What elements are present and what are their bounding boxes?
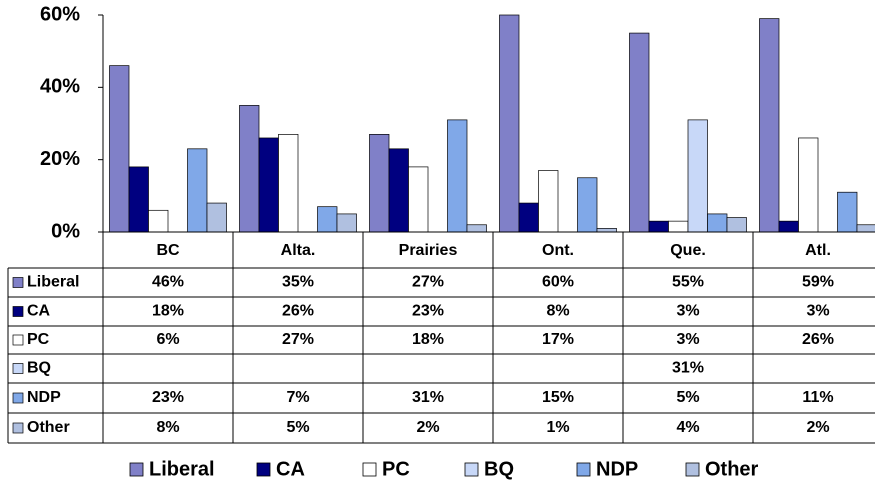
- legend-key: [464, 462, 479, 477]
- bar: [687, 119, 708, 233]
- bar: [109, 65, 130, 233]
- legend-key: [12, 392, 24, 404]
- x-tick-label: Ont.: [542, 242, 574, 259]
- table-cell: 27%: [412, 274, 444, 291]
- legend-label: BQ: [484, 458, 514, 480]
- legend-key: [256, 462, 271, 477]
- table-cell: 6%: [156, 331, 179, 348]
- table-cell: 3%: [676, 303, 699, 320]
- table-cell: 23%: [412, 303, 444, 320]
- bar: [856, 224, 875, 233]
- table-cell: 17%: [542, 331, 574, 348]
- table-cell: 31%: [412, 389, 444, 406]
- table-cell: 3%: [676, 331, 699, 348]
- legend-key: [12, 363, 24, 374]
- bar: [798, 137, 819, 233]
- bar: [759, 18, 780, 233]
- bar: [336, 213, 357, 233]
- table-cell: 26%: [802, 331, 834, 348]
- row-label: Liberal: [27, 274, 79, 291]
- table-cell: 26%: [282, 303, 314, 320]
- bar: [206, 202, 227, 233]
- table-cell: 55%: [672, 274, 704, 291]
- legend-key: [12, 334, 24, 346]
- bar: [447, 119, 468, 233]
- bar: [668, 220, 689, 233]
- bar: [707, 213, 728, 233]
- table-cell: 3%: [806, 303, 829, 320]
- row-label: NDP: [27, 389, 61, 406]
- row-label: CA: [27, 303, 51, 320]
- legend-key: [129, 462, 144, 477]
- bar: [369, 134, 390, 233]
- x-tick-label: Alta.: [281, 242, 316, 259]
- bar: [726, 217, 747, 233]
- bar: [837, 191, 858, 233]
- table-cell: 2%: [806, 419, 829, 436]
- bar: [128, 166, 149, 233]
- table-cell: 5%: [676, 389, 699, 406]
- table-cell: 8%: [156, 419, 179, 436]
- y-tick-label: 60%: [40, 3, 80, 25]
- x-tick-label: Que.: [670, 242, 706, 259]
- legend-label: CA: [276, 458, 305, 480]
- legend-key: [12, 422, 24, 434]
- bar: [148, 209, 169, 233]
- legend-label: Other: [705, 458, 759, 480]
- table-cell: 60%: [542, 274, 574, 291]
- bar: [317, 206, 338, 233]
- legend-key: [362, 462, 377, 477]
- bar: [778, 220, 799, 233]
- legend-label: PC: [382, 458, 410, 480]
- table-cell: 18%: [412, 331, 444, 348]
- table-cell: 2%: [416, 419, 439, 436]
- table-cell: 15%: [542, 389, 574, 406]
- y-tick-label: 40%: [40, 76, 80, 98]
- bar: [187, 148, 208, 233]
- x-tick-label: BC: [156, 242, 180, 259]
- table-cell: 18%: [152, 303, 184, 320]
- legend-label: NDP: [596, 458, 638, 480]
- row-label: PC: [27, 331, 50, 348]
- table-cell: 4%: [676, 419, 699, 436]
- bar: [499, 14, 520, 233]
- legend-label: Liberal: [149, 458, 215, 480]
- bar: [629, 32, 650, 233]
- bar: [648, 220, 669, 233]
- legend-key: [12, 306, 24, 317]
- row-label: BQ: [27, 360, 51, 377]
- table-cell: 31%: [672, 360, 704, 377]
- table-cell: 7%: [286, 389, 309, 406]
- legend-key: [12, 277, 24, 288]
- y-tick-label: 0%: [51, 220, 80, 242]
- table-cell: 35%: [282, 274, 314, 291]
- table-cell: 5%: [286, 419, 309, 436]
- x-tick-label: Prairies: [399, 242, 458, 259]
- bar: [258, 137, 279, 233]
- y-tick-label: 20%: [40, 148, 80, 170]
- table-cell: 11%: [802, 389, 833, 406]
- bar: [577, 177, 598, 233]
- bar: [538, 170, 559, 233]
- row-label: Other: [27, 419, 70, 436]
- table-cell: 46%: [152, 274, 184, 291]
- bar: [408, 166, 429, 233]
- bar: [518, 202, 539, 233]
- bar: [278, 134, 299, 233]
- x-tick-label: Atl.: [805, 242, 831, 259]
- table-cell: 27%: [282, 331, 314, 348]
- legend-key: [576, 462, 591, 477]
- bar: [466, 224, 487, 233]
- table-cell: 8%: [546, 303, 569, 320]
- bar: [596, 228, 617, 233]
- bar: [388, 148, 409, 233]
- table-cell: 59%: [802, 274, 834, 291]
- table-cell: 1%: [546, 419, 569, 436]
- legend-key: [685, 462, 700, 477]
- bar: [239, 105, 260, 233]
- table-cell: 23%: [152, 389, 184, 406]
